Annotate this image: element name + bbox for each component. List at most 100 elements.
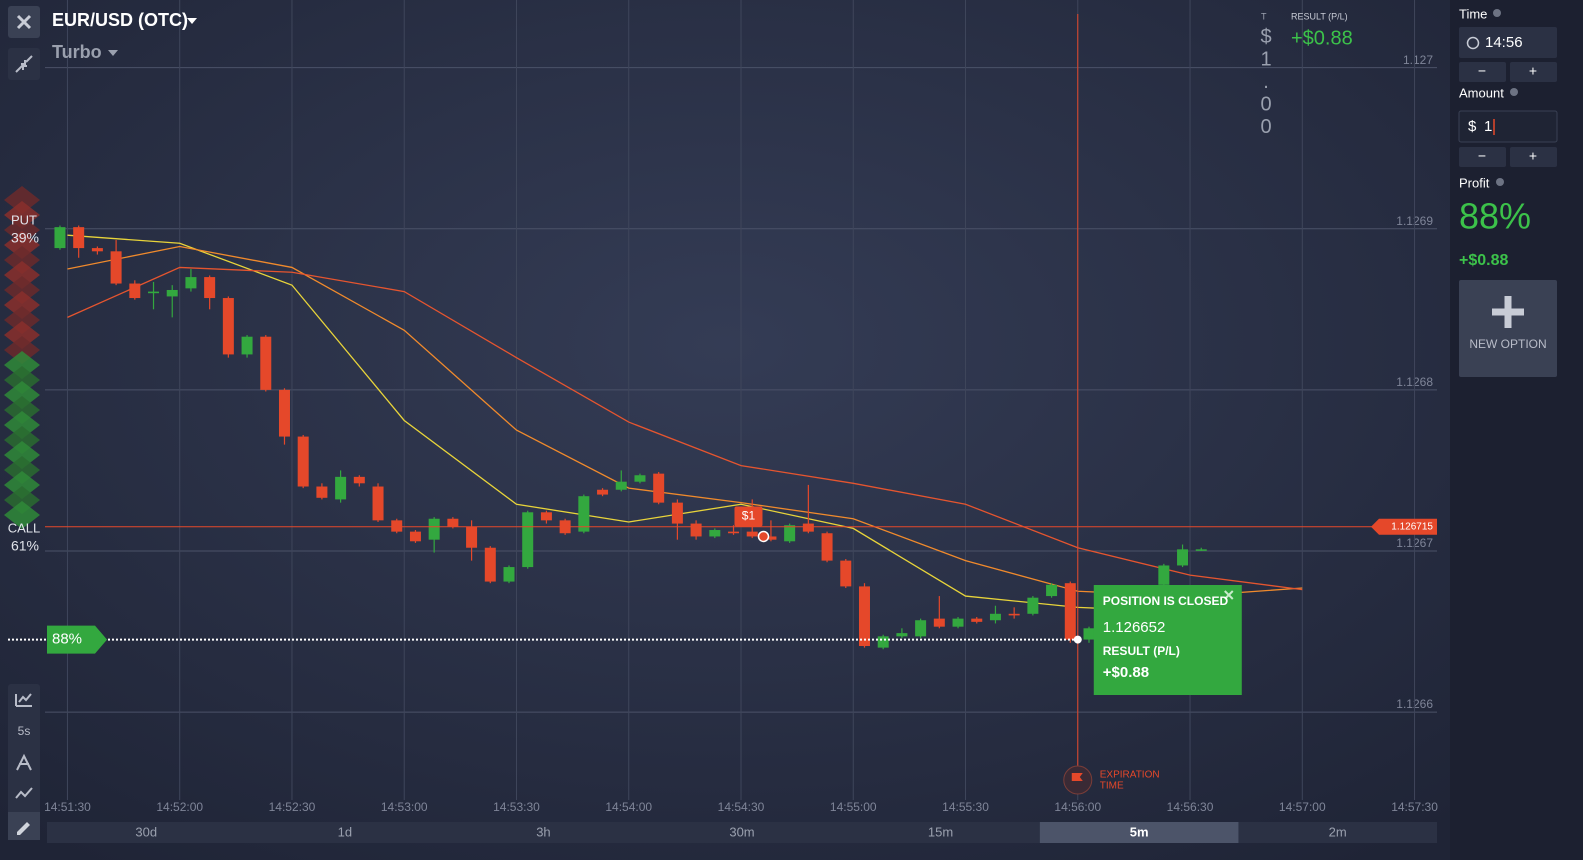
gauge-chevron [4, 276, 40, 304]
sidebar [1450, 0, 1583, 860]
amount-value: 1 [1484, 118, 1492, 135]
payout-label: 88% [52, 631, 82, 648]
x-tick-label: 14:54:30 [718, 800, 765, 814]
x-tick-label: 14:56:00 [1054, 800, 1101, 814]
candle-body [858, 586, 870, 647]
drawing-tool[interactable] [16, 753, 32, 771]
gauge-chevron [4, 246, 40, 274]
candle-body [503, 567, 515, 582]
timeframe-label: 2m [1329, 824, 1347, 839]
plus-label: + [1529, 63, 1537, 79]
candle-body [129, 283, 141, 299]
candle-body [110, 251, 122, 284]
new-option-label: NEW OPTION [1469, 337, 1546, 351]
candle-body [148, 291, 160, 294]
trade-point [757, 530, 770, 543]
invest-label: T [1261, 11, 1267, 21]
timeframe-button[interactable] [1039, 822, 1239, 843]
candle-body [353, 476, 365, 484]
profit-label: Profit [1459, 175, 1490, 190]
indicator-tool[interactable] [15, 693, 32, 707]
flag-icon [1071, 773, 1083, 787]
timeframe-label: 3h [536, 824, 550, 839]
x-tick-label: 14:56:30 [1167, 800, 1214, 814]
x-tick-label: 14:52:30 [269, 800, 316, 814]
time-label: Time [1459, 6, 1487, 21]
candle-body [391, 520, 403, 532]
x-tick-label: 14:51:30 [44, 800, 91, 814]
popup-close[interactable] [1224, 590, 1234, 600]
candle-body [653, 473, 665, 503]
candle-body [297, 436, 309, 487]
current-price-badge [1371, 518, 1437, 535]
invest-text: $1. 0 0 [1260, 26, 1271, 138]
candle-body [73, 227, 85, 249]
interval-tool[interactable]: 5s [18, 724, 31, 738]
popup-title: POSITION IS CLOSED [1103, 594, 1229, 608]
gauge-chevron [4, 396, 40, 424]
candle-body [278, 389, 290, 437]
popup-price: 1.126652 [1103, 619, 1166, 636]
candle-body [765, 536, 777, 540]
expiry-point [1073, 635, 1082, 644]
timeframe-label: 1d [338, 824, 352, 839]
candle-body [915, 620, 927, 637]
timeframe-label: 30d [135, 824, 157, 839]
new-option-button[interactable] [1459, 280, 1557, 377]
candle-body [597, 489, 609, 495]
plus-icon [1492, 296, 1524, 328]
minus-label: − [1478, 63, 1486, 79]
time-minus[interactable] [1459, 62, 1506, 82]
put-percent: 39% [11, 230, 39, 246]
candle-body [802, 523, 814, 532]
gauge-chevron [4, 291, 40, 319]
payout-badge [47, 625, 107, 654]
candle-body [54, 227, 66, 249]
pencil-icon [17, 822, 30, 835]
amount-plus[interactable] [1510, 147, 1557, 167]
currency: $ [1468, 118, 1477, 135]
candle-body [1083, 628, 1095, 640]
x-tick-label: 14:57:30 [1391, 800, 1438, 814]
sentiment-gauge [4, 186, 40, 529]
trend-tool[interactable] [15, 787, 33, 799]
current-price-label: 1.126715 [1391, 521, 1433, 532]
popup-result: +$0.88 [1103, 664, 1149, 681]
expiration-label: EXPIRATION [1100, 770, 1160, 781]
gauge-chevron [4, 411, 40, 439]
moving-average [67, 266, 1303, 591]
help-icon[interactable] [1493, 9, 1501, 17]
amount-input[interactable] [1458, 110, 1558, 143]
help-icon[interactable] [1496, 178, 1504, 186]
candle-body [1046, 584, 1058, 597]
profit-percent: 88% [1459, 196, 1531, 237]
call-percent: 61% [11, 538, 39, 554]
dropdown-arrow [187, 18, 197, 24]
candle-body [91, 248, 103, 252]
time-input[interactable] [1459, 27, 1557, 58]
candle-body [522, 512, 534, 568]
asset-title[interactable]: EUR/USD (OTC) [52, 10, 188, 30]
candle-body [1064, 583, 1076, 640]
gauge-chevron [4, 216, 40, 244]
gauge-chevron [4, 201, 40, 229]
time-value: 14:56 [1485, 34, 1523, 51]
amount-minus[interactable] [1459, 147, 1506, 167]
call-label: CALL [8, 520, 41, 535]
gauge-chevron [4, 336, 40, 364]
candle-body [166, 289, 178, 297]
timeframe-label: 5m [1130, 824, 1149, 839]
gauge-chevron [4, 381, 40, 409]
candle-body [971, 618, 983, 622]
dropdown-arrow [108, 50, 118, 56]
time-plus[interactable] [1510, 62, 1557, 82]
candle-body [1027, 597, 1039, 614]
candle-body [1177, 549, 1189, 566]
help-icon[interactable] [1510, 88, 1518, 96]
mode[interactable]: Turbo [52, 42, 102, 62]
candle-body [447, 518, 459, 527]
gauge-chevron [4, 306, 40, 334]
